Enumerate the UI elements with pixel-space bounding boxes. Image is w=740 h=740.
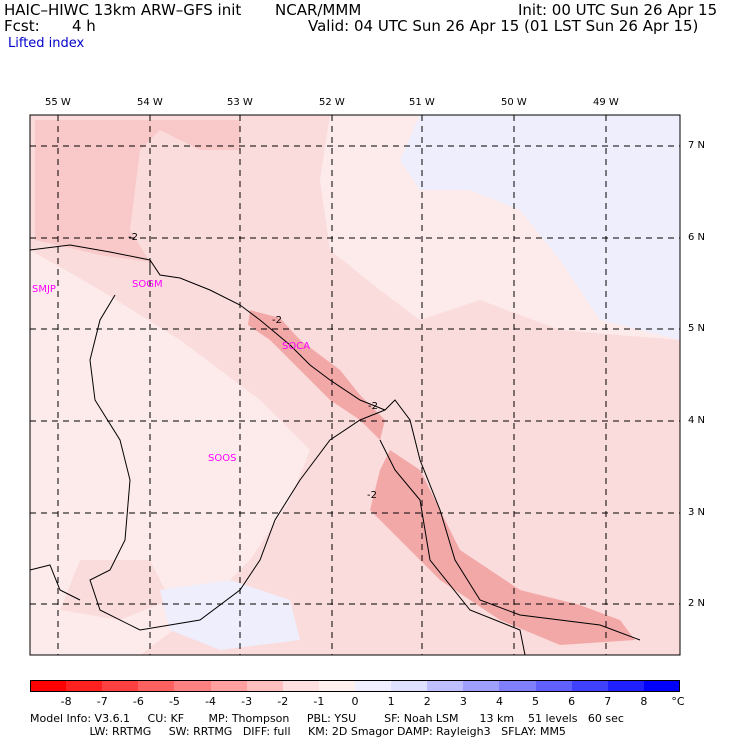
- valid-time: Valid: 04 UTC Sun 26 Apr 15 (01 LST Sun …: [308, 17, 699, 35]
- station-soca: SOCA: [282, 341, 311, 352]
- region-minus2-coast: [248, 310, 385, 440]
- colorbar-label: -2: [277, 695, 289, 708]
- border-suriname-guyane: [89, 294, 386, 631]
- lat-label-2n: 2 N: [688, 598, 706, 609]
- region-minus1-west: [30, 250, 310, 655]
- lon-label-54w: 54 W: [137, 97, 163, 108]
- colorbar-label: 5: [532, 695, 540, 708]
- colorbar-label: -1: [313, 695, 325, 708]
- colorbar-swatch: [535, 680, 573, 692]
- colorbar-label: 6: [568, 695, 576, 708]
- lon-label-52w: 52 W: [319, 97, 345, 108]
- contour-label: -2: [367, 490, 377, 501]
- colorbar-swatch: [355, 680, 392, 692]
- lon-label-55w: 55 W: [45, 97, 71, 108]
- contour-label: -2: [128, 232, 138, 243]
- station-soos: SOOS: [208, 453, 237, 464]
- lon-label-50w: 50 W: [501, 97, 527, 108]
- station-smjp: SMJP: [32, 284, 56, 295]
- lat-label-3n: 3 N: [688, 507, 706, 518]
- colorbar-unit: °C: [671, 695, 685, 708]
- colorbar-swatch: [174, 680, 212, 692]
- lon-label-51w: 51 W: [409, 97, 435, 108]
- field-name: Lifted index: [8, 36, 85, 51]
- colorbar-label: -7: [96, 695, 108, 708]
- colorbar-label: 1: [387, 695, 395, 708]
- forecast-label: Fcst:: [4, 17, 40, 35]
- model-info-line2: LW: RRTMG SW: RRTMG DIFF: full KM: 2D Sm…: [30, 725, 566, 738]
- lat-label-5n: 5 N: [688, 323, 706, 334]
- colorbar-label: -8: [60, 695, 72, 708]
- colorbar-swatch: [463, 680, 500, 692]
- lat-label-4n: 4 N: [688, 415, 706, 426]
- model-info-line1: Model Info: V3.6.1 CU: KF MP: Thompson P…: [30, 712, 624, 725]
- colorbar-label: 2: [423, 695, 431, 708]
- colorbar-swatch: [246, 680, 284, 692]
- org-label: NCAR/MMM: [275, 1, 362, 19]
- graticule: [30, 115, 680, 655]
- colorbar-label: -6: [132, 695, 144, 708]
- colorbar-swatch: [571, 680, 609, 692]
- colorbar-swatch: [318, 680, 356, 692]
- region-positive-south: [160, 580, 300, 650]
- region-minus2-north: [35, 120, 240, 262]
- init-time: Init: 00 UTC Sun 26 Apr 15: [518, 1, 718, 19]
- contour-label: -2: [272, 315, 282, 326]
- colorbar-swatch: [30, 680, 67, 692]
- lat-label-6n: 6 N: [688, 232, 706, 243]
- station-sogm: SOGM: [132, 279, 163, 290]
- border-amapa: [379, 439, 526, 656]
- colorbar-label: 3: [459, 695, 467, 708]
- region-minus2-west: [60, 560, 170, 620]
- colorbar-swatch: [391, 680, 428, 692]
- contour-label: -2: [368, 401, 378, 412]
- coastline: [29, 244, 641, 641]
- colorbar-swatch: [66, 680, 103, 692]
- region-minus2-southeast: [370, 450, 635, 645]
- model-title: HAIC–HIWC 13km ARW–GFS init: [4, 1, 242, 19]
- colorbar-swatch: [138, 680, 175, 692]
- colorbar-label: -5: [168, 695, 180, 708]
- colorbar-label: 4: [495, 695, 503, 708]
- colorbar-swatch: [102, 680, 139, 692]
- lon-label-49w: 49 W: [593, 97, 619, 108]
- lat-label-7n: 7 N: [688, 140, 706, 151]
- colorbar-label: 7: [604, 695, 612, 708]
- forecast-hour: 4 h: [72, 17, 96, 35]
- colorbar-swatch: [210, 680, 248, 692]
- colorbar-swatch: [282, 680, 320, 692]
- colorbar-swatch: [607, 680, 645, 692]
- colorbar-swatch: [499, 680, 537, 692]
- colorbar-label: -4: [205, 695, 217, 708]
- colorbar-swatch: [643, 680, 681, 692]
- colorbar-label: -3: [241, 695, 253, 708]
- colorbar-frame: [30, 680, 680, 692]
- colorbar-label: 0: [351, 695, 359, 708]
- colorbar-label: 8: [640, 695, 648, 708]
- map-frame: [29, 114, 681, 656]
- colorbar-swatch: [427, 680, 464, 692]
- region-positive-northeast: [400, 115, 680, 340]
- lon-label-53w: 53 W: [227, 97, 253, 108]
